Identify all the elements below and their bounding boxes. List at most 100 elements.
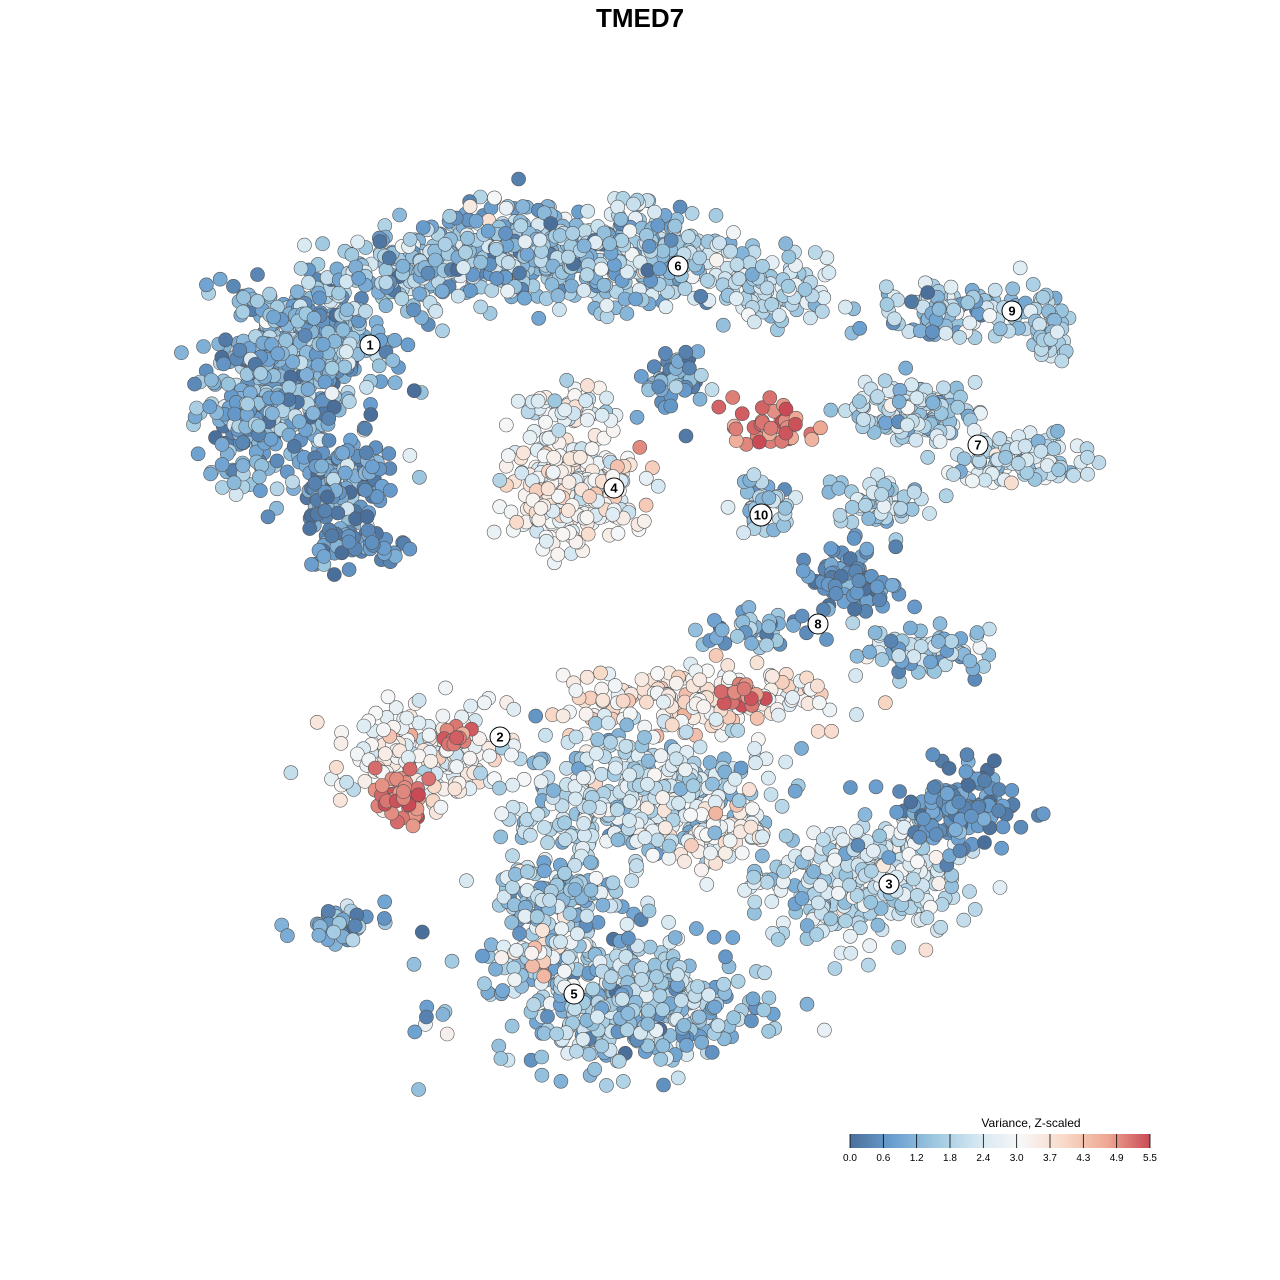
data-point — [582, 799, 597, 815]
data-point — [406, 383, 422, 399]
data-point — [486, 524, 502, 540]
data-point — [356, 718, 372, 734]
data-point — [498, 226, 513, 241]
data-point — [872, 592, 887, 608]
data-point — [560, 949, 576, 965]
data-point — [1066, 468, 1081, 483]
data-point — [435, 708, 451, 724]
data-point — [692, 391, 708, 407]
data-point — [817, 1022, 832, 1038]
data-point — [715, 317, 731, 333]
data-point — [588, 716, 603, 731]
data-point — [863, 863, 879, 879]
data-point — [317, 374, 333, 390]
data-point — [376, 722, 391, 738]
data-point — [1035, 289, 1051, 305]
data-point — [876, 499, 892, 514]
data-point — [811, 695, 827, 711]
data-point — [832, 507, 848, 523]
data-point — [938, 325, 954, 341]
data-point — [632, 440, 648, 455]
data-point — [329, 760, 344, 775]
data-point — [851, 573, 867, 589]
data-point — [650, 478, 666, 494]
data-point — [400, 337, 416, 353]
data-point — [774, 798, 790, 814]
data-point — [797, 282, 813, 297]
data-point — [838, 913, 853, 929]
data-point — [943, 279, 959, 295]
data-point — [309, 714, 325, 730]
data-point — [394, 291, 410, 307]
data-point — [756, 1002, 772, 1018]
data-point — [936, 380, 951, 396]
data-point — [800, 845, 816, 861]
data-point — [814, 304, 830, 319]
data-point — [512, 926, 527, 941]
data-point — [761, 619, 777, 635]
data-point — [1013, 819, 1029, 835]
data-point — [653, 748, 669, 764]
chart-title: TMED7 — [596, 3, 684, 33]
data-point — [925, 747, 941, 763]
data-point — [967, 374, 983, 390]
data-point — [399, 710, 415, 726]
data-point — [641, 903, 657, 919]
data-point — [730, 973, 746, 989]
data-point — [843, 780, 858, 795]
data-point — [610, 199, 626, 215]
data-point — [253, 483, 268, 499]
data-point — [722, 833, 738, 849]
data-point — [670, 1070, 686, 1086]
data-point — [810, 724, 826, 739]
data-point — [528, 708, 544, 724]
data-point — [860, 957, 876, 973]
data-point — [377, 746, 393, 762]
data-point — [214, 437, 230, 452]
data-point — [545, 464, 561, 480]
data-point — [726, 1010, 742, 1026]
data-point — [505, 848, 520, 864]
data-point — [892, 784, 907, 799]
data-point — [240, 396, 255, 412]
data-point — [560, 503, 576, 518]
data-point — [517, 290, 532, 306]
data-point — [316, 549, 332, 564]
data-point — [269, 481, 285, 497]
data-point — [278, 333, 294, 348]
data-point — [998, 450, 1013, 465]
cluster-label-text: 5 — [570, 987, 577, 1002]
data-point — [396, 784, 411, 799]
data-point — [600, 715, 616, 731]
data-point — [575, 1032, 591, 1047]
data-point — [590, 732, 606, 747]
data-point — [263, 431, 279, 447]
data-point — [531, 310, 547, 326]
data-point — [815, 832, 831, 847]
data-point — [991, 782, 1007, 797]
cluster-label-text: 6 — [674, 259, 681, 274]
data-point — [529, 909, 545, 925]
data-point — [858, 497, 873, 513]
data-point — [371, 358, 387, 374]
data-point — [335, 322, 351, 338]
data-point — [761, 490, 777, 506]
data-point — [534, 1067, 550, 1083]
data-point — [710, 1018, 726, 1033]
data-point — [912, 829, 928, 845]
data-point — [716, 976, 732, 992]
data-point — [872, 828, 887, 844]
data-point — [713, 684, 729, 700]
data-point — [1004, 783, 1020, 798]
data-point — [333, 736, 349, 751]
data-point — [827, 852, 842, 868]
data-point — [992, 880, 1008, 895]
data-point — [878, 695, 893, 711]
data-point — [653, 1052, 669, 1067]
legend-tick-label: 1.2 — [910, 1153, 924, 1164]
data-point — [747, 894, 763, 910]
data-point — [751, 434, 767, 450]
data-point — [1050, 423, 1065, 439]
data-point — [922, 506, 937, 521]
data-point — [251, 469, 267, 485]
